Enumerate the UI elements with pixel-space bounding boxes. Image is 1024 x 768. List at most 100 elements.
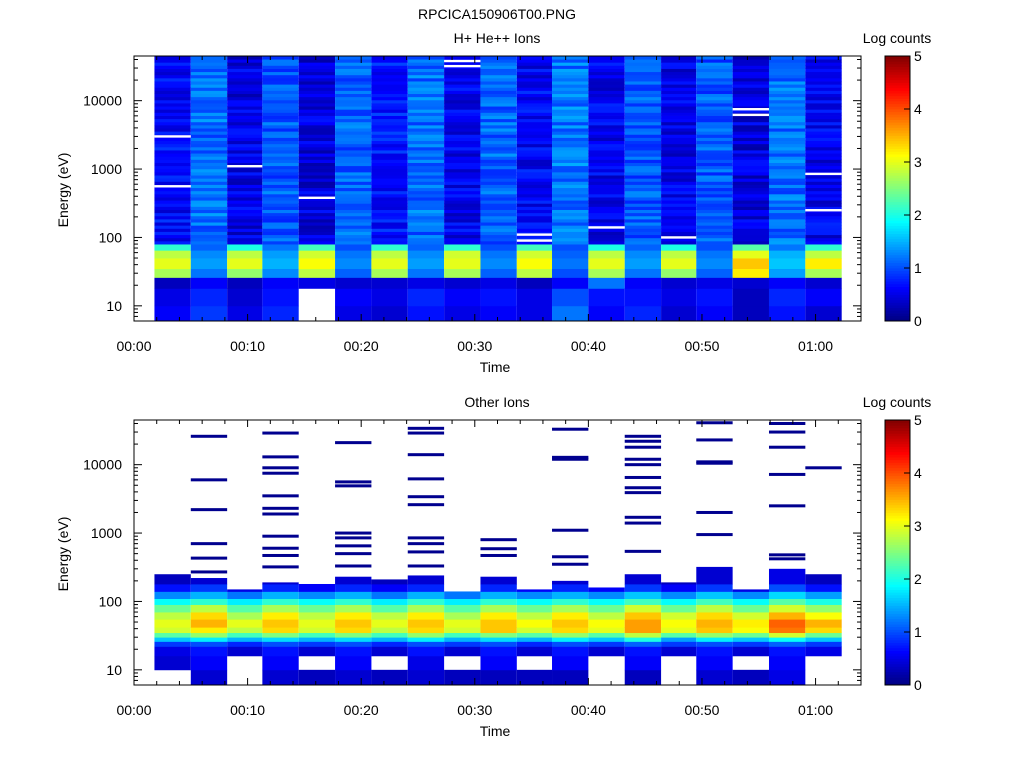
heatmap-cell [407,231,445,236]
heatmap-cell [661,268,697,278]
heatmap-cell [732,250,769,259]
heatmap-cell [624,81,662,85]
heatmap-cell [696,162,733,167]
colorbar-swatch [885,249,910,253]
heatmap-cell [407,641,445,647]
heatmap-cell [298,171,336,176]
heatmap-cell [768,165,806,170]
colorbar-swatch [885,228,910,232]
heatmap-cell [154,178,191,182]
heatmap-cell [407,277,445,289]
heatmap-cell [696,583,733,592]
heatmap-cell [262,159,299,163]
heatmap-cell [154,231,191,236]
heatmap-cell [552,62,589,66]
heatmap-cell [154,193,191,198]
sparse-count-line [624,445,662,449]
colorbar-swatch [885,262,910,266]
heatmap-cell [262,184,299,189]
heatmap-cell [480,197,517,201]
heatmap-cell [444,215,481,220]
heatmap-cell [407,146,445,151]
colorbar-swatch [885,544,910,548]
x-tick-label: 00:40 [571,702,606,718]
colorbar-swatch [885,254,910,258]
colorbar-swatch [885,191,910,195]
colorbar-swatch [885,512,910,516]
heatmap-cell [371,146,408,151]
heatmap-cell [516,146,553,151]
x-tick-label: 00:30 [457,338,492,354]
heatmap-cell [190,641,228,647]
heatmap-cell [444,128,481,132]
heatmap-cell [805,109,842,113]
colorbar-tick-label: 1 [914,260,922,276]
sparse-count-line [262,565,299,569]
heatmap-cell [154,200,191,204]
heatmap-cell [298,598,336,605]
heatmap-cell [190,171,228,176]
colorbar-swatch [885,302,910,306]
heatmap-cell [624,206,662,210]
sparse-count-line [696,461,733,465]
heatmap-cell [661,641,697,647]
colorbar-swatch [885,167,910,171]
x-tick-label: 00:20 [344,338,379,354]
heatmap-cell [768,156,806,160]
heatmap-cell [262,137,299,142]
sparse-count-line [335,564,372,568]
heatmap-cell [227,81,263,85]
heatmap-cell [154,646,191,657]
heatmap-cell [480,669,517,686]
heatmap-cell [516,59,553,63]
heatmap-cell [768,237,806,242]
heatmap-cell [154,641,191,647]
heatmap-cell [407,184,445,189]
sparse-count-line [768,472,806,476]
heatmap-cell [227,128,263,132]
heatmap-cell [624,103,662,107]
heatmap-cell [480,288,517,307]
heatmap-cell [190,74,228,79]
heatmap-cell [371,619,408,628]
heatmap-cell [732,162,769,167]
heatmap-cell [298,203,336,207]
colorbar-swatch [885,679,910,683]
sparse-count-line [407,503,445,507]
heatmap-cell [154,175,191,179]
heatmap-cell [696,209,733,214]
heatmap-cell [624,65,662,69]
heatmap-cell [407,190,445,195]
heatmap-cell [190,190,228,195]
heatmap-cell [480,171,517,176]
heatmap-cell [371,237,408,242]
heatmap-cell [516,143,553,148]
heatmap-cell [732,77,769,82]
heatmap-cell [696,134,733,138]
heatmap-cell [768,612,806,620]
sparse-count-line [768,557,806,561]
heatmap-cell [516,162,553,167]
heatmap-cell [371,184,408,189]
heatmap-cell [480,231,517,236]
colorbar-swatch [885,565,910,569]
heatmap-cell [696,93,733,98]
heatmap-cell [696,240,733,245]
heatmap-cell [732,190,769,195]
heatmap-cell [444,641,481,647]
heatmap-cell [298,222,336,226]
heatmap-cell [190,277,228,289]
heatmap-cell [480,59,517,63]
heatmap-cell [190,305,228,322]
colorbar-swatch [885,563,910,567]
heatmap-cell [805,71,842,76]
heatmap-cell [624,124,662,129]
heatmap-cell [732,106,769,110]
heatmap-cell [480,159,517,163]
heatmap-cell [371,234,408,239]
colorbar-swatch [885,299,910,303]
heatmap-cell [371,134,408,138]
heatmap-cell [154,234,191,239]
colorbar-swatch [885,441,910,445]
sparse-count-line [552,455,589,459]
